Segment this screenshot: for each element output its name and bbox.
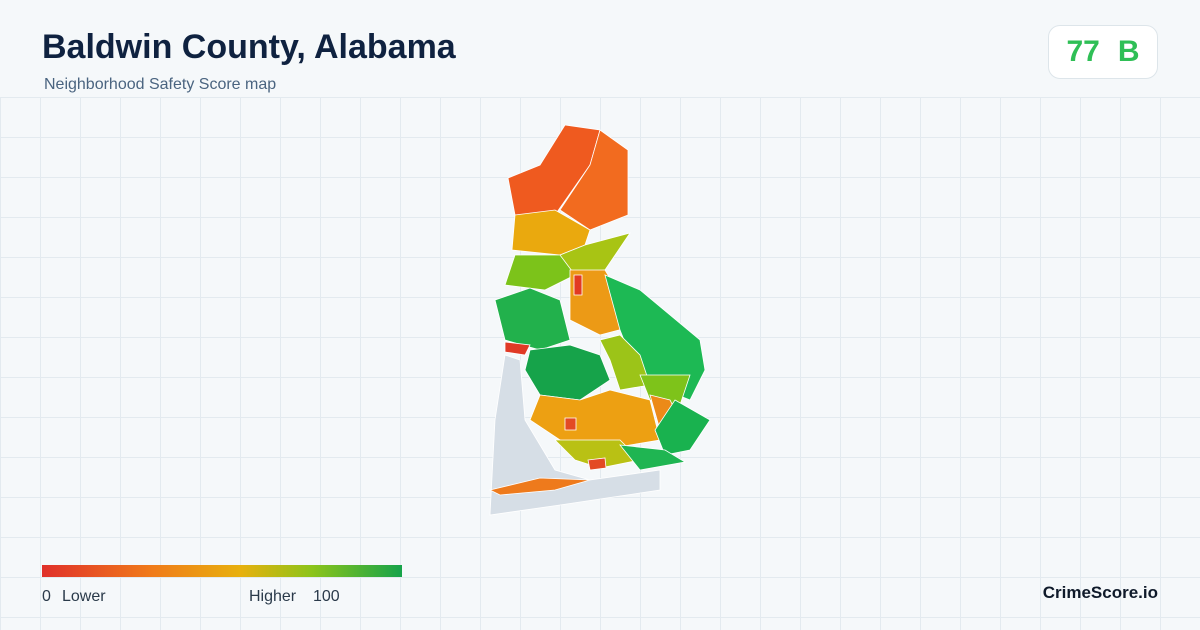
legend-min: 0 [42,588,51,605]
brand: CrimeScore.io [1042,583,1158,602]
region [619,444,687,471]
region [587,457,607,471]
legend-gradient [42,565,402,577]
score-badge: 77 B [1048,25,1158,79]
region [564,417,577,431]
region [554,439,641,469]
score-value: 77 [1066,35,1100,68]
legend-max: 100 [313,588,340,605]
legend-low-label: Lower [62,588,106,605]
score-grade: B [1117,35,1140,68]
region [504,254,576,291]
bay [489,354,661,516]
legend-high-label: Higher [249,588,297,605]
region [654,399,711,456]
region [524,344,611,401]
region [573,274,583,296]
region [504,341,531,356]
region [494,287,571,351]
region [488,477,591,496]
subtitle: Neighborhood Safety Score map [44,76,277,93]
title: Baldwin County, Alabama [42,28,456,66]
